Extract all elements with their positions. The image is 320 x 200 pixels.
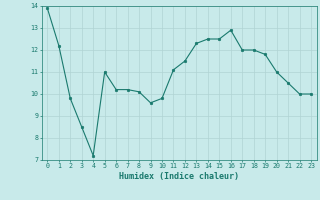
X-axis label: Humidex (Indice chaleur): Humidex (Indice chaleur) [119,172,239,181]
